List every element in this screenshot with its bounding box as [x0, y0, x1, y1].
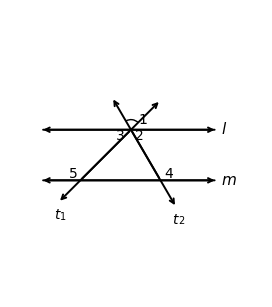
- Text: 4: 4: [164, 167, 173, 181]
- Text: 5: 5: [69, 167, 77, 181]
- Text: l: l: [222, 122, 226, 137]
- Text: m: m: [222, 173, 236, 188]
- Text: 2: 2: [135, 129, 144, 143]
- Text: 2: 2: [178, 216, 185, 227]
- Text: 1: 1: [138, 113, 147, 126]
- Text: $t$: $t$: [172, 213, 180, 227]
- Text: 1: 1: [60, 212, 66, 222]
- Text: $t$: $t$: [54, 208, 62, 222]
- Text: 3: 3: [116, 129, 124, 143]
